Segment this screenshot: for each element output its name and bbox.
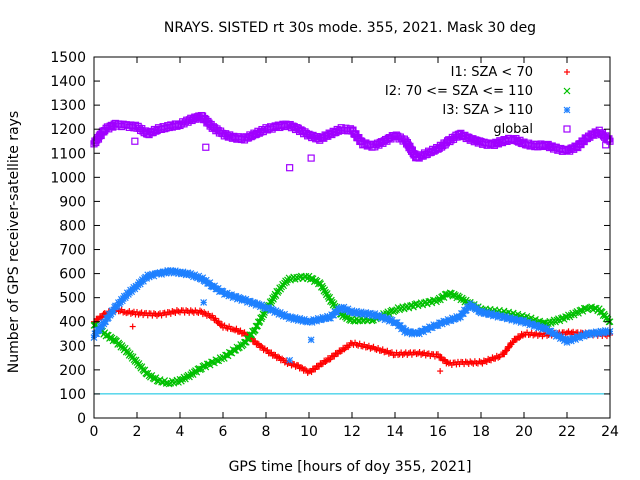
series-1-point	[275, 353, 282, 360]
series-1-point	[327, 356, 334, 363]
y-tick-label: 500	[59, 291, 86, 307]
legend-label: global	[493, 122, 533, 137]
series-1-point	[384, 347, 391, 354]
x-tick-label: 22	[558, 424, 576, 440]
series-4-outlier	[307, 154, 315, 162]
y-tick-label: 100	[59, 387, 86, 403]
y-axis-label: Number of GPS receiver-satellite rays	[6, 111, 22, 373]
series-1-outlier	[129, 323, 136, 330]
y-tick-label: 1000	[50, 170, 86, 186]
axes-layer: 0 2 4 6 8 10 12 14 16 18 20 22 240100200300400500600…	[50, 50, 619, 440]
y-tick-label: 200	[59, 363, 86, 379]
series-1-point	[505, 344, 512, 351]
series-1-point	[98, 314, 105, 321]
x-tick-label: 14	[386, 424, 404, 440]
series-1-point	[254, 340, 261, 347]
legend-marker	[563, 87, 571, 95]
x-tick-label: 4	[176, 424, 185, 440]
y-tick-label: 1300	[50, 98, 86, 114]
series-1-point	[264, 347, 271, 354]
series-4-outlier	[602, 141, 610, 149]
legend-label: I2: 70 <= SZA <= 110	[385, 84, 533, 99]
x-tick-label: 12	[343, 424, 361, 440]
legend-marker	[563, 106, 571, 114]
series-1-point	[212, 315, 219, 322]
series-1	[91, 305, 613, 376]
series-1-point	[276, 354, 283, 361]
series-1-point	[215, 318, 222, 325]
series-1-point	[299, 364, 306, 371]
series-1-point	[237, 327, 244, 334]
chart-title: NRAYS. SISTED rt 30s mode. 355, 2021. Ma…	[164, 20, 536, 36]
y-tick-label: 900	[59, 194, 86, 210]
series-1-point	[516, 334, 523, 341]
series-4-outlier	[202, 143, 210, 151]
x-tick-label: 0	[90, 424, 99, 440]
legend-marker	[563, 125, 571, 133]
y-tick-label: 0	[77, 411, 86, 427]
y-tick-label: 1400	[50, 74, 86, 90]
legend-marker	[564, 69, 570, 75]
series-1-point	[519, 332, 526, 339]
series-1-outlier	[437, 368, 444, 375]
series-1-point	[301, 366, 308, 373]
series-1-point	[230, 326, 237, 333]
series-2	[90, 272, 614, 388]
series-4-outlier	[131, 137, 139, 145]
x-tick-label: 2	[133, 424, 142, 440]
y-tick-label: 700	[59, 243, 86, 259]
legend: I1: SZA < 70 I2: 70 <= SZA <= 110 I3: SZA …	[385, 65, 571, 137]
y-tick-label: 400	[59, 315, 86, 331]
series-3-outlier	[286, 356, 294, 364]
series-4-point	[604, 136, 612, 144]
series-4-outlier	[286, 164, 294, 172]
series-1-point	[218, 321, 225, 328]
x-axis-label: GPS time [hours of doy 355, 2021]	[229, 459, 472, 475]
series-1-point	[341, 346, 348, 353]
legend-label: I3: SZA > 110	[442, 103, 533, 118]
series-2-point	[230, 347, 238, 354]
series-3-outlier	[307, 336, 315, 344]
legend-label: I1: SZA < 70	[451, 65, 533, 80]
x-tick-label: 16	[429, 424, 447, 440]
y-tick-label: 1500	[50, 50, 86, 66]
y-tick-label: 600	[59, 267, 86, 283]
x-tick-label: 18	[472, 424, 490, 440]
x-tick-label: 6	[219, 424, 228, 440]
series-1-point	[233, 325, 240, 332]
y-tick-label: 1200	[50, 122, 86, 138]
series-1-point	[440, 356, 447, 363]
series-1-point	[297, 364, 304, 371]
y-tick-label: 1100	[50, 146, 86, 162]
series-1-point	[308, 369, 315, 376]
series-1-point	[269, 352, 276, 359]
x-tick-label: 8	[262, 424, 271, 440]
x-tick-label: 24	[601, 424, 619, 440]
y-tick-label: 300	[59, 339, 86, 355]
x-tick-label: 20	[515, 424, 533, 440]
series-3-outlier	[200, 299, 208, 306]
series-layer	[90, 111, 614, 388]
series-1-point	[501, 351, 508, 358]
y-tick-label: 800	[59, 218, 86, 234]
series-1-point	[265, 350, 272, 357]
series-1-point	[337, 348, 344, 355]
series-3	[90, 266, 614, 364]
series-2-point	[318, 282, 326, 290]
x-tick-label: 10	[300, 424, 318, 440]
series-1-point	[291, 361, 298, 368]
series-1-point	[241, 329, 248, 336]
series-1-point	[258, 342, 265, 349]
series-2-point	[257, 315, 265, 323]
series-1-point	[322, 358, 329, 365]
series-4	[90, 111, 614, 172]
series-1-point	[101, 310, 108, 317]
